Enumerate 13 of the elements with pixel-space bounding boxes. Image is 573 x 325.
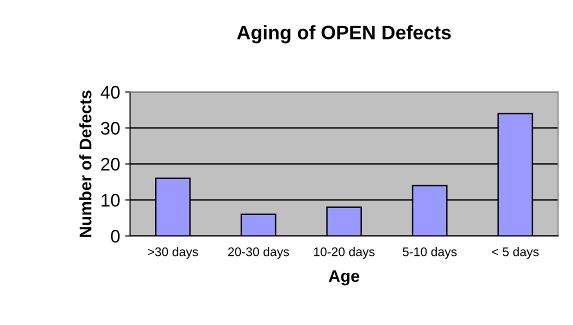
y-tick-label: 40 — [100, 86, 120, 99]
y-tick-label: 30 — [100, 122, 120, 135]
x-tick-label: < 5 days — [492, 247, 539, 259]
x-tick-label: 10-20 days — [314, 247, 375, 259]
y-tick-label: 0 — [111, 230, 120, 243]
x-tick-label: 5-10 days — [402, 247, 457, 259]
y-tick-label: 20 — [101, 158, 120, 171]
y-axis-title: Number of Defects — [79, 90, 92, 237]
x-tick-label: 20-30 days — [228, 247, 289, 259]
x-tick-label: >30 days — [148, 247, 198, 259]
y-tick-label: 10 — [102, 194, 120, 207]
x-axis-title: Age — [328, 270, 360, 286]
chart-title: Aging of OPEN Defects — [237, 25, 451, 44]
